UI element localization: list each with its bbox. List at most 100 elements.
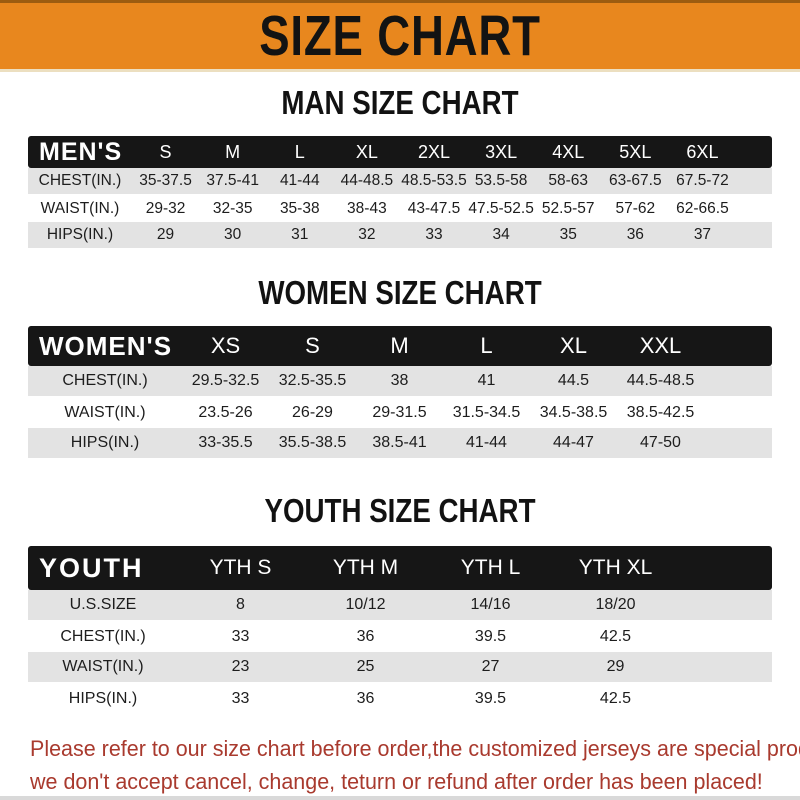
- table-header-bar: YOUTH YTH S YTH M YTH L YTH XL: [28, 546, 772, 590]
- table-corner-label: YOUTH: [39, 552, 144, 583]
- cell-value: 8: [236, 596, 245, 613]
- section-heading-women: WOMEN SIZE CHART: [258, 274, 542, 311]
- row-label: WAIST(IN.): [40, 200, 120, 217]
- column-header: XL: [355, 141, 378, 162]
- cell-value: 35.5-38.5: [278, 434, 347, 451]
- table-row: CHEST(IN.) 35-37.5 37.5-41 41-44 44-48.5 48.5…: [28, 168, 772, 196]
- row-label: HIPS(IN.): [68, 690, 138, 707]
- notice-line-1: Please refer to our size chart before or…: [30, 736, 800, 761]
- column-header: YTH XL: [578, 556, 653, 579]
- column-header: M: [225, 141, 241, 162]
- cell-value: 14/16: [470, 596, 511, 613]
- cell-value: 44.5: [557, 372, 590, 389]
- cell-value: 38.5-42.5: [626, 404, 695, 421]
- cell-value: 63-67.5: [609, 172, 662, 189]
- row-label: HIPS(IN.): [70, 434, 140, 451]
- cell-value: 39.5: [474, 628, 507, 645]
- cell-value: 44.5-48.5: [626, 372, 695, 389]
- row-label: CHEST(IN.): [62, 372, 148, 389]
- table-row: HIPS(IN.) 29 30 31 32 33 34 35 36 37: [28, 222, 772, 250]
- order-notice: Please refer to our size chart before or…: [30, 732, 800, 798]
- cell-value: 23: [231, 658, 250, 675]
- cell-value: 36: [626, 226, 644, 243]
- cell-value: 29: [156, 226, 175, 243]
- cell-value: 35: [559, 226, 577, 243]
- cell-value: 58-63: [548, 172, 589, 189]
- cell-value: 23.5-26: [198, 404, 253, 421]
- cell-value: 62-66.5: [676, 200, 729, 217]
- women-size-table: WOMEN'S XS S M L XL XXL CHEST(IN.) 29.5-32.5 32.5…: [28, 326, 772, 460]
- cell-value: 42.5: [599, 628, 632, 645]
- table-row: HIPS(IN.) 33 36 39.5 42.5: [28, 684, 772, 714]
- cell-value: 35-38: [279, 200, 320, 217]
- table-row: WAIST(IN.) 23 25 27 29: [28, 652, 772, 684]
- column-header: XXL: [639, 333, 682, 358]
- bottom-edge-divider: [0, 796, 800, 800]
- cell-value: 31: [291, 226, 309, 243]
- youth-size-table: YOUTH YTH S YTH M YTH L YTH XL U.S.SIZE 8 10/12…: [28, 546, 772, 714]
- cell-value: 53.5-58: [474, 172, 528, 189]
- table-row: HIPS(IN.) 33-35.5 35.5-38.5 38.5-41 41-44 44-…: [28, 428, 772, 460]
- cell-value: 41-44: [279, 172, 320, 189]
- row-label: CHEST(IN.): [38, 172, 122, 189]
- cell-value: 34: [492, 226, 510, 243]
- cell-value: 27: [481, 658, 500, 675]
- cell-value: 48.5-53.5: [401, 172, 467, 189]
- column-header: XS: [210, 333, 241, 358]
- cell-value: 36: [356, 690, 375, 707]
- cell-value: 32.5-35.5: [278, 372, 347, 389]
- cell-value: 38-43: [347, 200, 387, 217]
- cell-value: 67.5-72: [676, 172, 729, 189]
- notice-line-2: we don't accept cancel, change, teturn o…: [30, 769, 763, 794]
- cell-value: 33: [425, 226, 443, 243]
- column-header: S: [159, 141, 172, 162]
- column-header: S: [305, 333, 320, 358]
- cell-value: 44-47: [553, 434, 594, 451]
- table-header-bar: WOMEN'S XS S M L XL XXL: [28, 326, 772, 366]
- section-youth: YOUTH SIZE CHART YOUTH YTH S YTH M YTH L YTH…: [0, 494, 800, 714]
- row-label: WAIST(IN.): [64, 404, 146, 421]
- table-row: U.S.SIZE 8 10/12 14/16 18/20: [28, 590, 772, 622]
- cell-value: 42.5: [599, 690, 632, 707]
- cell-value: 57-62: [615, 200, 656, 217]
- cell-value: 33: [231, 628, 250, 645]
- cell-value: 41-44: [466, 434, 507, 451]
- table-row: CHEST(IN.) 33 36 39.5 42.5: [28, 622, 772, 652]
- cell-value: 38: [390, 372, 409, 389]
- cell-value: 25: [356, 658, 375, 675]
- row-label: WAIST(IN.): [62, 658, 144, 675]
- cell-value: 44-48.5: [340, 172, 394, 189]
- row-label: HIPS(IN.): [46, 226, 114, 243]
- banner: SIZE CHART: [0, 0, 800, 72]
- row-label: U.S.SIZE: [69, 596, 137, 613]
- cell-value: 29: [606, 658, 625, 675]
- cell-value: 35-37.5: [139, 172, 192, 189]
- table-header-bar: MEN'S S M L XL 2XL 3XL 4XL 5XL 6XL: [28, 136, 772, 168]
- cell-value: 52.5-57: [541, 200, 595, 217]
- cell-value: 29-31.5: [372, 404, 427, 421]
- section-heading-men: MAN SIZE CHART: [281, 84, 519, 121]
- column-header: 4XL: [552, 141, 585, 162]
- column-header: M: [390, 333, 409, 358]
- column-header: 5XL: [619, 141, 652, 162]
- column-header: L: [294, 141, 305, 162]
- table-row: CHEST(IN.) 29.5-32.5 32.5-35.5 38 41 44.5 44.5…: [28, 366, 772, 398]
- table-corner-label: WOMEN'S: [39, 330, 173, 361]
- table-row: WAIST(IN.) 23.5-26 26-29 29-31.5 31.5-34.5 34…: [28, 398, 772, 428]
- cell-value: 36: [356, 628, 375, 645]
- cell-value: 33: [231, 690, 250, 707]
- cell-value: 31.5-34.5: [452, 404, 521, 421]
- cell-value: 30: [224, 226, 242, 243]
- cell-value: 39.5: [474, 690, 507, 707]
- cell-value: 41: [477, 372, 496, 389]
- cell-value: 34.5-38.5: [539, 404, 608, 421]
- column-header: 6XL: [686, 141, 719, 162]
- cell-value: 29-32: [145, 200, 186, 217]
- table-row: WAIST(IN.) 29-32 32-35 35-38 38-43 43-47.5 47.…: [28, 196, 772, 222]
- section-men: MAN SIZE CHART MEN'S S M L XL 2XL 3XL 4XL 5XL 6XL…: [0, 86, 800, 250]
- column-header: XL: [560, 333, 587, 358]
- column-header: 3XL: [485, 141, 518, 162]
- cell-value: 47.5-52.5: [468, 200, 534, 217]
- cell-value: 37.5-41: [206, 172, 259, 189]
